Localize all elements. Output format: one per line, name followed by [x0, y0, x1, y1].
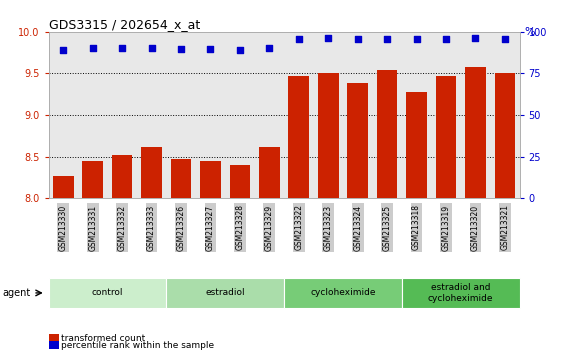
Bar — [230, 165, 250, 198]
Bar — [171, 159, 191, 198]
Bar — [288, 76, 309, 198]
Text: transformed count: transformed count — [61, 333, 146, 343]
Text: percentile rank within the sample: percentile rank within the sample — [61, 341, 214, 350]
Point — [235, 47, 244, 53]
Bar — [259, 147, 280, 198]
Bar — [82, 161, 103, 198]
Point — [176, 46, 186, 52]
Point — [147, 46, 156, 51]
Text: agent: agent — [3, 288, 31, 298]
Text: cycloheximide: cycloheximide — [310, 289, 376, 297]
Point — [471, 35, 480, 40]
Bar — [318, 73, 339, 198]
Point — [412, 36, 421, 42]
Point — [441, 36, 451, 42]
Point — [353, 36, 362, 42]
Bar — [200, 161, 221, 198]
Text: control: control — [92, 289, 123, 297]
Bar — [141, 147, 162, 198]
Bar — [347, 84, 368, 198]
Bar — [494, 73, 515, 198]
Point — [500, 36, 509, 42]
Point — [118, 46, 127, 51]
Text: estradiol: estradiol — [206, 289, 245, 297]
Point — [265, 46, 274, 51]
Bar — [377, 70, 397, 198]
Point — [383, 36, 392, 42]
Point — [88, 46, 97, 51]
Text: GDS3315 / 202654_x_at: GDS3315 / 202654_x_at — [49, 18, 200, 31]
Point — [324, 35, 333, 40]
Point — [206, 46, 215, 52]
Bar — [436, 76, 456, 198]
Bar — [465, 67, 486, 198]
Text: estradiol and
cycloheximide: estradiol and cycloheximide — [428, 283, 493, 303]
Bar — [112, 155, 132, 198]
Point — [294, 36, 303, 41]
Bar — [53, 176, 74, 198]
Text: %: % — [524, 27, 535, 37]
Bar — [406, 92, 427, 198]
Point — [59, 47, 68, 53]
